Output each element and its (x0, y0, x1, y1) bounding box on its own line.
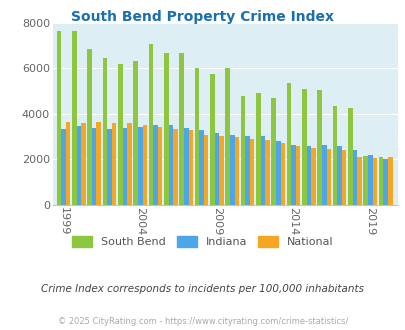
Bar (256, 93, 260, 205)
Bar (148, 44, 153, 205)
Bar (102, 57, 107, 205)
Bar (271, 98, 275, 205)
Bar (203, 135, 208, 205)
Bar (214, 133, 219, 205)
Bar (306, 146, 311, 205)
Bar (199, 130, 203, 205)
Bar (286, 82, 290, 205)
Bar (153, 125, 158, 205)
Bar (321, 145, 326, 205)
Bar (92, 128, 96, 205)
Bar (107, 129, 111, 205)
Bar (61, 129, 66, 205)
Bar (290, 145, 295, 205)
Bar (183, 128, 188, 205)
Bar (127, 123, 132, 205)
Bar (194, 68, 199, 205)
Bar (260, 136, 264, 205)
Text: Crime Index corresponds to incidents per 100,000 inhabitants: Crime Index corresponds to incidents per… (41, 284, 364, 294)
Bar (378, 157, 382, 205)
Bar (341, 150, 345, 205)
Bar (77, 126, 81, 205)
Bar (164, 52, 168, 205)
Bar (72, 31, 77, 205)
Bar (337, 146, 341, 205)
Bar (367, 155, 372, 205)
Bar (317, 90, 321, 205)
Bar (280, 143, 284, 205)
Bar (356, 157, 361, 205)
Bar (311, 148, 315, 205)
Bar (173, 129, 177, 205)
Bar (240, 96, 245, 205)
Bar (179, 52, 183, 205)
Bar (209, 74, 214, 205)
Text: © 2025 CityRating.com - https://www.cityrating.com/crime-statistics/: © 2025 CityRating.com - https://www.city… (58, 317, 347, 326)
Bar (122, 128, 127, 205)
Bar (118, 64, 122, 205)
Bar (96, 122, 101, 205)
Bar (111, 123, 116, 205)
Bar (362, 156, 367, 205)
Bar (188, 130, 193, 205)
Bar (66, 122, 70, 205)
Bar (249, 139, 254, 205)
Text: South Bend Property Crime Index: South Bend Property Crime Index (71, 10, 334, 24)
Bar (245, 136, 249, 205)
Bar (347, 108, 352, 205)
Bar (133, 60, 138, 205)
Bar (382, 159, 387, 205)
Bar (168, 125, 173, 205)
Bar (301, 89, 306, 205)
Bar (372, 158, 376, 205)
Bar (264, 140, 269, 205)
Bar (332, 106, 337, 205)
Bar (138, 127, 142, 205)
Bar (352, 150, 356, 205)
Bar (87, 49, 92, 205)
Bar (295, 146, 300, 205)
Bar (234, 137, 239, 205)
Bar (142, 125, 147, 205)
Bar (56, 31, 61, 205)
Bar (229, 135, 234, 205)
Legend: South Bend, Indiana, National: South Bend, Indiana, National (68, 232, 337, 252)
Bar (158, 126, 162, 205)
Bar (225, 68, 229, 205)
Bar (326, 149, 330, 205)
Bar (275, 141, 280, 205)
Bar (81, 123, 85, 205)
Bar (387, 157, 392, 205)
Bar (219, 136, 223, 205)
